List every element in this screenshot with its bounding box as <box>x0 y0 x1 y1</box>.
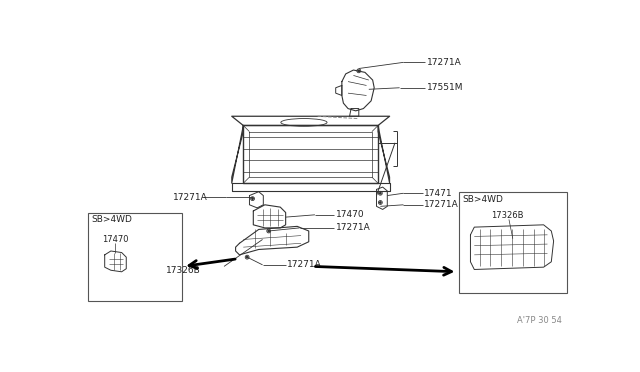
Text: 17271A: 17271A <box>287 260 322 269</box>
Circle shape <box>246 256 248 258</box>
Text: 17326B: 17326B <box>166 266 201 275</box>
Circle shape <box>380 193 381 194</box>
Bar <box>88 212 182 301</box>
Circle shape <box>252 198 253 199</box>
Circle shape <box>268 230 269 232</box>
Circle shape <box>380 202 381 203</box>
Text: 17551M: 17551M <box>427 83 463 92</box>
Text: 17271A: 17271A <box>424 200 459 209</box>
Text: 17470: 17470 <box>336 210 364 219</box>
Text: SB>4WD: SB>4WD <box>463 195 504 204</box>
Text: SB>4WD: SB>4WD <box>92 215 132 224</box>
Text: 17271A: 17271A <box>336 224 371 232</box>
Circle shape <box>358 70 360 71</box>
Text: A'7P 30 54: A'7P 30 54 <box>516 316 561 325</box>
Bar <box>459 192 566 293</box>
Text: 17271A: 17271A <box>427 58 461 67</box>
Text: 17470: 17470 <box>102 235 128 244</box>
Text: 17326B: 17326B <box>492 211 524 220</box>
Text: 17471: 17471 <box>424 189 453 198</box>
Text: 17271A: 17271A <box>172 193 207 202</box>
